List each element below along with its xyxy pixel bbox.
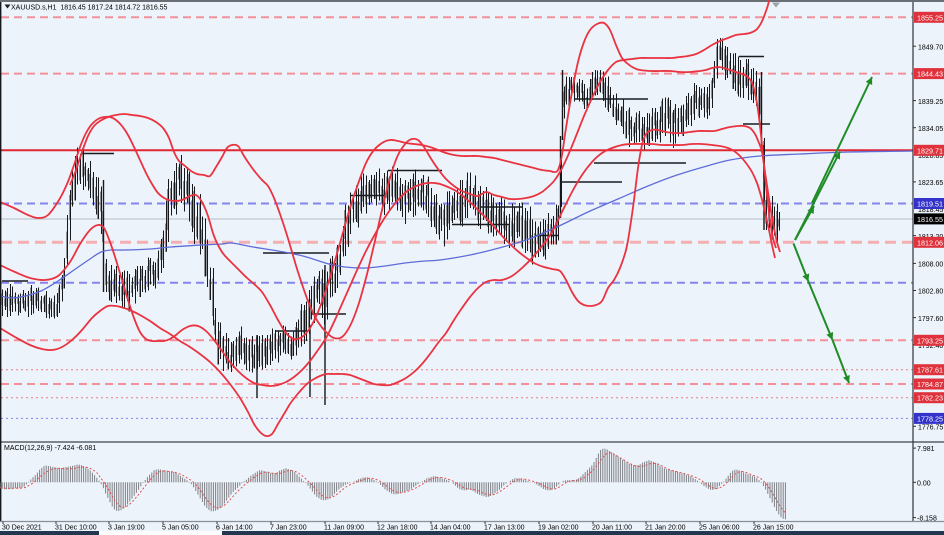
svg-text:1778.25: 1778.25	[917, 414, 943, 423]
svg-text:25 Jan 06:00: 25 Jan 06:00	[699, 525, 740, 532]
svg-text:1834.05: 1834.05	[918, 126, 943, 133]
svg-text:1793.25: 1793.25	[917, 336, 943, 345]
svg-text:1844.43: 1844.43	[917, 70, 943, 79]
svg-text:1802.80: 1802.80	[918, 289, 943, 296]
svg-text:7 Jan 23:00: 7 Jan 23:00	[270, 525, 307, 532]
svg-text:12 Jan 18:00: 12 Jan 18:00	[377, 525, 418, 532]
svg-text:1819.51: 1819.51	[917, 200, 943, 209]
svg-text:-8.158: -8.158	[917, 516, 937, 523]
svg-text:7.981: 7.981	[917, 446, 935, 453]
svg-text:3 Jan 19:00: 3 Jan 19:00	[108, 525, 145, 532]
svg-text:1792.40: 1792.40	[918, 343, 943, 350]
svg-text:1784.87: 1784.87	[917, 380, 943, 389]
svg-text:31 Dec 10:00: 31 Dec 10:00	[55, 525, 97, 532]
svg-text:0.00: 0.00	[917, 480, 931, 487]
svg-text:21 Jan 20:00: 21 Jan 20:00	[645, 525, 686, 532]
svg-text:5 Jan 05:00: 5 Jan 05:00	[162, 525, 199, 532]
svg-text:1812.06: 1812.06	[917, 238, 943, 247]
svg-text:19 Jan 02:00: 19 Jan 02:00	[538, 525, 579, 532]
svg-text:1818.45: 1818.45	[918, 207, 943, 214]
svg-text:1823.65: 1823.65	[918, 180, 943, 187]
svg-text:1829.71: 1829.71	[917, 146, 943, 155]
svg-text:1828.85: 1828.85	[918, 153, 943, 160]
svg-text:MACD(12,26,9) -7.424 -6.081: MACD(12,26,9) -7.424 -6.081	[4, 445, 96, 452]
svg-text:XAUUSD.s,H1 1816.45 1817.24 1: XAUUSD.s,H1 1816.45 1817.24 1814.72 1816…	[11, 5, 168, 12]
svg-text:1816.55: 1816.55	[917, 215, 943, 224]
svg-text:14 Jan 04:00: 14 Jan 04:00	[430, 525, 471, 532]
svg-text:1782.23: 1782.23	[917, 394, 943, 403]
svg-text:17 Jan 13:00: 17 Jan 13:00	[484, 525, 525, 532]
svg-text:1808.00: 1808.00	[918, 262, 943, 269]
svg-text:26 Jan 15:00: 26 Jan 15:00	[753, 525, 794, 532]
svg-text:1855.25: 1855.25	[917, 13, 943, 22]
svg-text:1787.61: 1787.61	[917, 366, 943, 375]
svg-text:1776.75: 1776.75	[918, 425, 943, 432]
svg-text:1849.70: 1849.70	[918, 44, 943, 51]
svg-text:1839.25: 1839.25	[918, 99, 943, 106]
svg-text:6 Jan 14:00: 6 Jan 14:00	[216, 525, 253, 532]
svg-text:30 Dec 2021: 30 Dec 2021	[2, 525, 42, 532]
svg-text:20 Jan 11:00: 20 Jan 11:00	[592, 525, 632, 532]
svg-text:1797.60: 1797.60	[918, 316, 943, 323]
svg-text:11 Jan 09:00: 11 Jan 09:00	[324, 525, 364, 532]
